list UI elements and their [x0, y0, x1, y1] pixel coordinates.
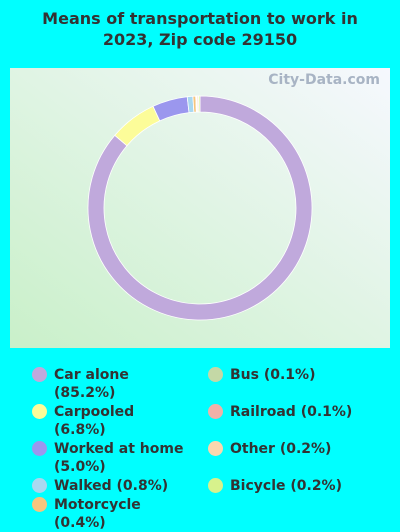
- legend-label: Railroad (0.1%): [230, 404, 353, 420]
- legend-item: Walked (0.8%): [32, 477, 208, 495]
- legend-item: Car alone (85.2%): [32, 366, 208, 402]
- legend-swatch: [208, 404, 223, 419]
- watermark: City-Data.com: [268, 72, 380, 88]
- legend-swatch: [208, 478, 223, 493]
- donut-slice: [87, 95, 313, 321]
- legend-label: Car alone (85.2%): [54, 367, 129, 401]
- legend-label: Worked at home (5.0%): [54, 441, 184, 475]
- legend-swatch: [208, 367, 223, 382]
- legend-swatch: [32, 478, 47, 493]
- legend-label: Motorcycle (0.4%): [54, 497, 141, 531]
- panel-background: [10, 68, 390, 348]
- legend-item: Other (0.2%): [208, 440, 378, 476]
- chart-title: Means of transportation to work in 2023,…: [42, 9, 358, 49]
- donut-slice: [198, 95, 201, 113]
- legend-label: Walked (0.8%): [54, 478, 169, 494]
- legend-label: Other (0.2%): [230, 441, 332, 457]
- legend-label: Bicycle (0.2%): [230, 478, 342, 494]
- chart-panel: City-Data.com: [10, 68, 390, 348]
- legend: Car alone (85.2%) Carpooled (6.8%) Worked …: [32, 366, 392, 532]
- legend-swatch: [32, 404, 47, 419]
- legend-item: Worked at home (5.0%): [32, 440, 208, 476]
- legend-swatch: [208, 441, 223, 456]
- legend-swatch: [32, 441, 47, 456]
- legend-swatch: [32, 367, 47, 382]
- legend-label: Bus (0.1%): [230, 367, 316, 383]
- legend-item: Carpooled (6.8%): [32, 403, 208, 439]
- legend-swatch: [32, 497, 47, 512]
- legend-item: Motorcycle (0.4%): [32, 496, 208, 532]
- page: Means of transportation to work in 2023,…: [10, 9, 390, 531]
- legend-item: Bus (0.1%): [208, 366, 378, 402]
- legend-item: Railroad (0.1%): [208, 403, 378, 439]
- legend-item: Bicycle (0.2%): [208, 477, 378, 495]
- legend-label: Carpooled (6.8%): [54, 404, 135, 438]
